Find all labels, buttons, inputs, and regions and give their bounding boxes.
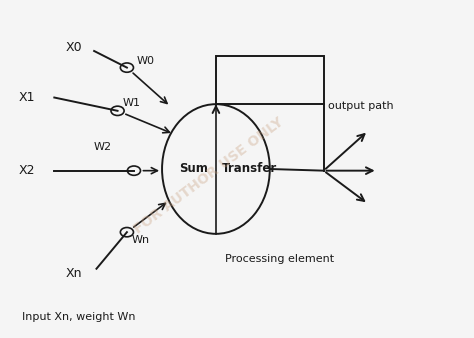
Text: Transfer: Transfer — [222, 163, 277, 175]
Text: X2: X2 — [19, 164, 36, 177]
Text: W1: W1 — [122, 97, 140, 107]
Text: W0: W0 — [137, 56, 154, 66]
Text: Sum: Sum — [179, 163, 208, 175]
Text: Xn: Xn — [66, 267, 82, 280]
Text: Input Xn, weight Wn: Input Xn, weight Wn — [21, 312, 135, 322]
Text: FOR AUTHOR USE ONLY: FOR AUTHOR USE ONLY — [131, 115, 286, 236]
Text: Wn: Wn — [132, 236, 150, 245]
Text: X1: X1 — [19, 91, 36, 104]
Bar — [216, 56, 324, 104]
Text: Processing element: Processing element — [225, 254, 334, 264]
Text: W2: W2 — [94, 142, 112, 152]
Text: output path: output path — [328, 101, 394, 111]
Text: X0: X0 — [66, 41, 82, 54]
